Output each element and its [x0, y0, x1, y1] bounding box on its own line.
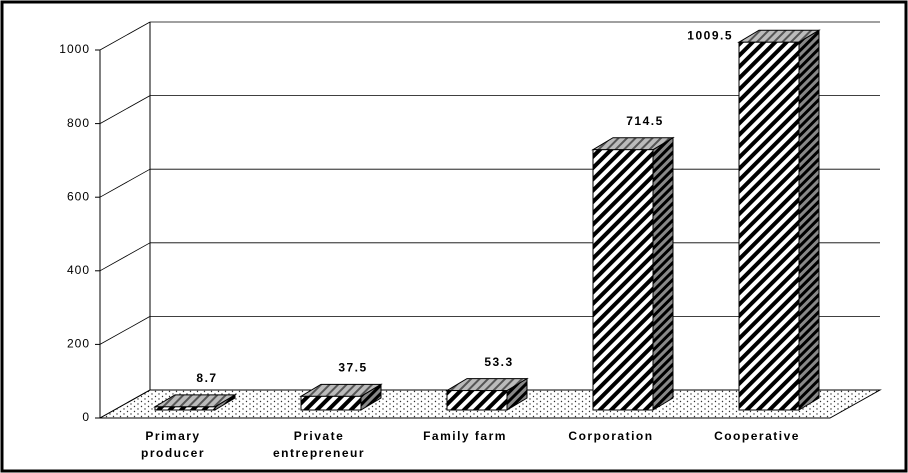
grid-line: [99, 389, 151, 419]
grid-line: [99, 168, 151, 198]
x-tick-label: Corporation: [568, 429, 654, 443]
grid-line: [99, 242, 151, 272]
grid-line: [99, 316, 151, 345]
y-tick-label: 400: [67, 263, 90, 277]
x-tick-label: Private entrepreneur: [272, 429, 366, 460]
bar: [446, 390, 508, 411]
x-tick-label: Primary producer: [140, 429, 205, 460]
value-label: 53.3: [484, 355, 513, 369]
x-tick-label: Cooperative: [714, 429, 800, 443]
value-label: 1009.5: [687, 28, 733, 42]
y-tick-label: 800: [67, 116, 90, 130]
bar: [738, 41, 800, 411]
y-tick-label: 0: [82, 410, 90, 424]
y-tick-label: 1000: [59, 42, 90, 56]
x-tick-label: Family farm: [423, 429, 507, 443]
bar: [592, 149, 654, 411]
y-tick-label: 200: [67, 337, 90, 351]
bar: [154, 406, 216, 411]
bar-side: [652, 136, 674, 411]
y-tick-label: 600: [67, 189, 90, 203]
bar-side: [798, 29, 820, 411]
bar: [300, 395, 362, 411]
value-label: 37.5: [338, 361, 367, 375]
value-label: 714.5: [626, 114, 664, 128]
value-label: 8.7: [196, 371, 217, 385]
grid-line: [99, 95, 151, 124]
grid-line: [99, 21, 151, 51]
